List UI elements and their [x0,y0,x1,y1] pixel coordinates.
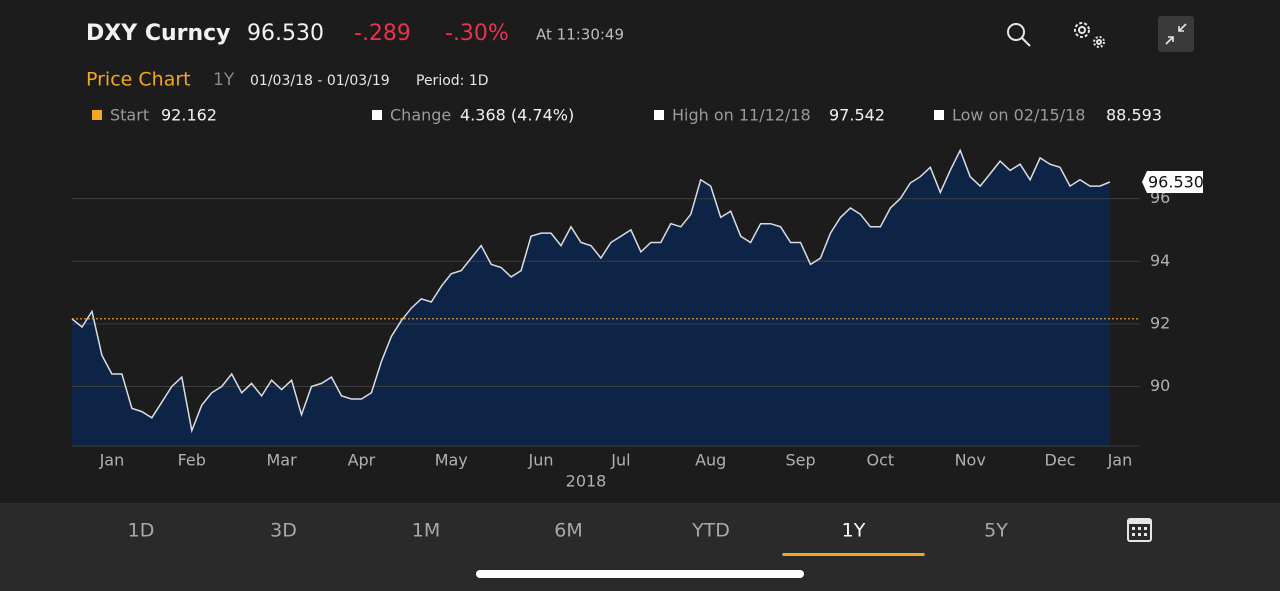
x-tick-label: Aug [695,451,726,470]
time-range-tab[interactable]: YTD [691,520,730,542]
x-tick-label: Mar [266,451,297,470]
calendar-icon[interactable] [1127,518,1152,542]
stat-value: 88.593 [1106,106,1162,125]
x-tick-label: Dec [1045,451,1076,470]
x-tick-label: Apr [348,451,376,470]
time-range-tab[interactable]: 3D [270,520,297,542]
y-tick-label: 92 [1150,313,1170,332]
x-tick-label: Feb [178,451,206,470]
collapse-button[interactable] [1158,16,1194,52]
period: Period: 1D [416,73,489,89]
y-tick-label: 90 [1150,376,1170,395]
active-tab-underline [782,553,925,556]
price: 96.530 [247,21,324,46]
time-range-tab[interactable]: 1M [412,520,440,542]
stat-value: 92.162 [161,106,217,125]
x-tick-label: Jan [99,451,125,470]
home-indicator [476,570,804,578]
legend-swatch [372,110,382,120]
legend-swatch [654,110,664,120]
y-tick-label: 94 [1150,251,1170,270]
date-range: 01/03/18 - 01/03/19 [250,73,390,89]
change-pct: -.30% [445,21,509,46]
time-range-tab[interactable]: 6M [554,520,582,542]
last-price-flag [1142,171,1203,194]
legend-swatch [934,110,944,120]
price-line [71,148,1111,434]
time-range-tab[interactable]: 5Y [984,520,1008,542]
change: -.289 [354,21,411,46]
stat-value: 4.368 (4.74%) [460,106,574,125]
ticker: DXY Curncy [86,21,231,46]
x-tick-label: Jul [610,451,630,470]
stat-label: High on 11/12/18 [672,106,811,125]
last-price-label: 96.530 [1148,173,1204,192]
tabs: 1D 3D 1M 6M YTD 1Y 5Y [128,520,1008,556]
stat-label: Change [390,106,451,125]
settings-icon[interactable] [1074,22,1105,48]
x-tick-label: Oct [867,451,895,470]
search-icon[interactable] [1007,23,1031,47]
area-fill [72,150,1110,446]
time-range-tab[interactable]: 1Y [842,520,866,542]
x-tick-label: Nov [955,451,986,470]
x-tick-label: Sep [785,451,815,470]
x-tick-label: Jan [1107,451,1133,470]
x-tick-label: Jun [528,451,554,470]
stat-label: Start [110,106,149,125]
legend-swatch [92,110,102,120]
time: At 11:30:49 [536,26,624,44]
time-range-tab[interactable]: 1D [128,520,155,542]
stat-value: 97.542 [829,106,885,125]
x-tick-label: May [435,451,468,470]
stat-label: Low on 02/15/18 [952,106,1085,125]
chart-section-title: Price Chart [86,69,191,91]
range: 1Y [213,70,235,90]
x-axis-year: 2018 [566,472,607,491]
